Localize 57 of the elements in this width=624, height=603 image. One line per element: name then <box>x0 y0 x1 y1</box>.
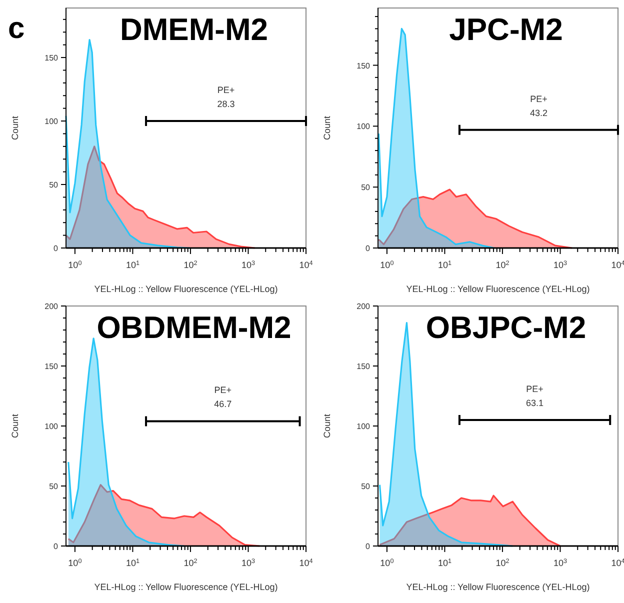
chart-title: DMEM-M2 <box>120 12 268 47</box>
x-axis-title: YEL-HLog :: Yellow Fluorescence (YEL-HLog) <box>94 582 278 592</box>
chart-title: JPC-M2 <box>449 12 563 47</box>
y-tick-label: 100 <box>44 422 59 431</box>
x-axis-title: YEL-HLog :: Yellow Fluorescence (YEL-HLog) <box>94 284 278 294</box>
annotation: 28.3 <box>217 99 235 110</box>
x-tick-label: 10$^{0}$ <box>380 558 394 568</box>
text: c <box>8 12 25 45</box>
y-tick-label: 100 <box>356 422 371 431</box>
annotation: 43.2 <box>530 108 548 118</box>
y-tick-label: 0 <box>54 542 59 551</box>
y-tick-label: 150 <box>356 61 371 70</box>
x-tick-label: 10$^{2}$ <box>496 260 510 270</box>
y-tick-label: 50 <box>49 482 59 491</box>
x-tick-label: 10$^{1}$ <box>438 260 452 270</box>
annotation: 63.1 <box>526 398 544 408</box>
y-axis-title: Count <box>322 116 332 140</box>
annotation: 46.7 <box>214 399 232 410</box>
text: PE+ <box>217 85 235 96</box>
chart-title: OBJPC-M2 <box>426 310 586 345</box>
x-tick-label: 10$^{1}$ <box>126 558 140 568</box>
x-tick-label: 10$^{1}$ <box>438 558 452 568</box>
x-axis-title: YEL-HLog :: Yellow Fluorescence (YEL-HLog) <box>406 284 590 294</box>
y-tick-label: 150 <box>356 362 371 371</box>
x-tick-label: 10$^{0}$ <box>380 260 394 270</box>
y-tick-label: 150 <box>44 362 59 371</box>
x-tick-label: 10$^{1}$ <box>126 260 140 270</box>
text: PE+ <box>214 385 232 396</box>
text: PE+ <box>526 384 544 394</box>
y-tick-label: 100 <box>356 122 371 132</box>
y-axis-title: Count <box>322 414 332 438</box>
y-tick-label: 50 <box>361 482 371 491</box>
y-tick-label: 200 <box>356 302 371 311</box>
x-tick-label: 10$^{0}$ <box>68 558 82 568</box>
y-tick-label: 200 <box>44 302 59 311</box>
y-tick-label: 0 <box>54 244 59 253</box>
y-tick-label: 150 <box>44 54 59 63</box>
x-tick-label: 10$^{3}$ <box>241 558 256 568</box>
y-axis-title: Count <box>10 116 20 140</box>
y-tick-label: 0 <box>366 542 371 551</box>
y-tick-label: 50 <box>49 180 59 190</box>
y-tick-label: 50 <box>361 183 371 192</box>
text: PE+ <box>530 94 548 104</box>
chart-title: OBDMEM-M2 <box>96 310 292 345</box>
y-tick-label: 0 <box>366 244 371 253</box>
x-tick-label: 10$^{3}$ <box>553 260 568 270</box>
x-axis-title: YEL-HLog :: Yellow Fluorescence (YEL-HLog) <box>406 582 590 592</box>
y-axis-title: Count <box>10 414 20 438</box>
x-tick-label: 10$^{3}$ <box>241 260 256 270</box>
x-tick-label: 10$^{2}$ <box>184 558 198 568</box>
x-tick-label: 10$^{3}$ <box>553 558 568 568</box>
y-tick-label: 100 <box>44 117 59 126</box>
x-tick-label: 10$^{4}$ <box>299 260 314 270</box>
x-tick-label: 10$^{2}$ <box>184 260 198 270</box>
x-tick-label: 10$^{0}$ <box>68 260 82 270</box>
x-tick-label: 10$^{2}$ <box>496 558 510 568</box>
x-tick-label: 10$^{4}$ <box>299 558 314 568</box>
